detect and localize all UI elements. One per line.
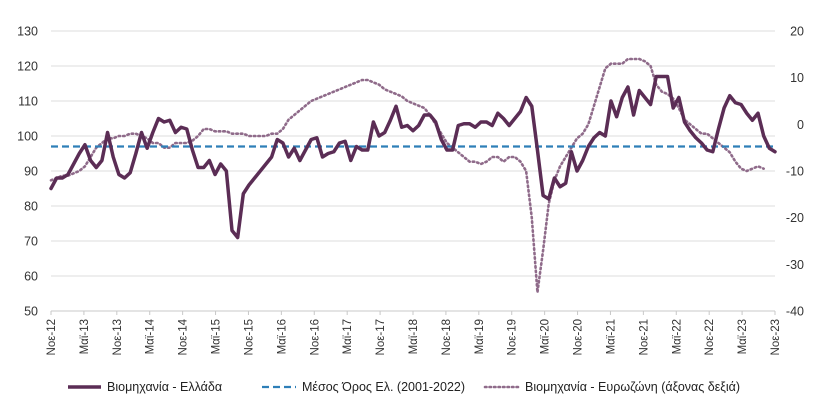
right-y-tick-label: -40 [786, 305, 804, 319]
x-tick-label: Μαϊ-21 [605, 319, 617, 354]
legend-label-average: Μέσος Όρος Ελ. (2001-2022) [302, 380, 465, 394]
left-y-tick-label: 90 [24, 165, 38, 179]
x-tick-label: Νοε-16 [309, 319, 321, 355]
left-y-tick-label: 120 [17, 60, 38, 74]
x-tick-label: Νοε-13 [112, 319, 124, 355]
legend: Βιομηχανία - Ελλάδα Μέσος Όρος Ελ. (2001… [68, 380, 740, 394]
left-y-tick-label: 80 [24, 200, 38, 214]
x-tick-label: Νοε-22 [704, 319, 716, 355]
right-y-tick-label: 20 [790, 25, 804, 39]
right-axis-ticks: 20 10 0 -10 -20 -30 -40 [786, 25, 804, 319]
x-tick-label: Νοε-14 [178, 318, 190, 355]
right-y-tick-label: -10 [786, 165, 804, 179]
x-tick-label: Μαϊ-20 [540, 319, 552, 354]
x-tick-label: Μαϊ-14 [145, 318, 157, 354]
x-tick-label: Μαϊ-17 [342, 319, 354, 354]
x-tick-label: Μαϊ-23 [737, 319, 749, 354]
left-y-tick-label: 60 [24, 270, 38, 284]
left-y-tick-label: 50 [24, 305, 38, 319]
left-y-tick-label: 110 [18, 95, 38, 109]
series-lines [49, 57, 777, 294]
x-tick-label: Μαϊ-18 [408, 319, 420, 354]
x-tick-label: Νοε-21 [638, 319, 650, 355]
x-tick-label: Νοε-17 [375, 319, 387, 355]
series-greece-line [49, 74, 777, 240]
left-y-tick-label: 70 [24, 235, 38, 249]
x-tick-label: Μαϊ-13 [79, 319, 91, 354]
x-tick-label: Μαϊ-19 [474, 319, 486, 354]
right-y-tick-label: 10 [790, 71, 804, 85]
x-tick-label: Μαϊ-15 [211, 319, 223, 354]
x-tick-label: Νοε-19 [507, 319, 519, 355]
x-tick-label: Νοε-18 [441, 319, 453, 355]
right-y-tick-label: -20 [786, 211, 804, 225]
left-y-tick-label: 130 [17, 25, 38, 39]
left-axis-ticks: 130 120 110 100 90 80 70 60 50 [17, 25, 38, 319]
right-y-tick-label: 0 [797, 118, 804, 132]
x-axis-ticks: Νοε-12 Μαϊ-13 Νοε-13 Μαϊ-14 Νοε-14 Μαϊ-15 Νοε-… [46, 311, 782, 355]
x-tick-label: Νοε-12 [46, 319, 58, 355]
x-tick-label: Νοε-23 [770, 319, 782, 355]
x-tick-label: Μαϊ-22 [671, 319, 683, 354]
x-tick-label: Νοε-20 [573, 319, 585, 355]
legend-label-greece: Βιομηχανία - Ελλάδα [107, 380, 222, 394]
legend-label-eurozone: Βιομηχανία - Ευρωζώνη (άξονας δεξιά) [525, 380, 740, 394]
left-y-tick-label: 100 [17, 130, 38, 144]
x-tick-label: Νοε-15 [243, 319, 255, 355]
right-y-tick-label: -30 [786, 258, 804, 272]
x-tick-label: Μαϊ-16 [276, 319, 288, 354]
series-eurozone-line [49, 57, 765, 294]
grid-lines [51, 30, 775, 277]
